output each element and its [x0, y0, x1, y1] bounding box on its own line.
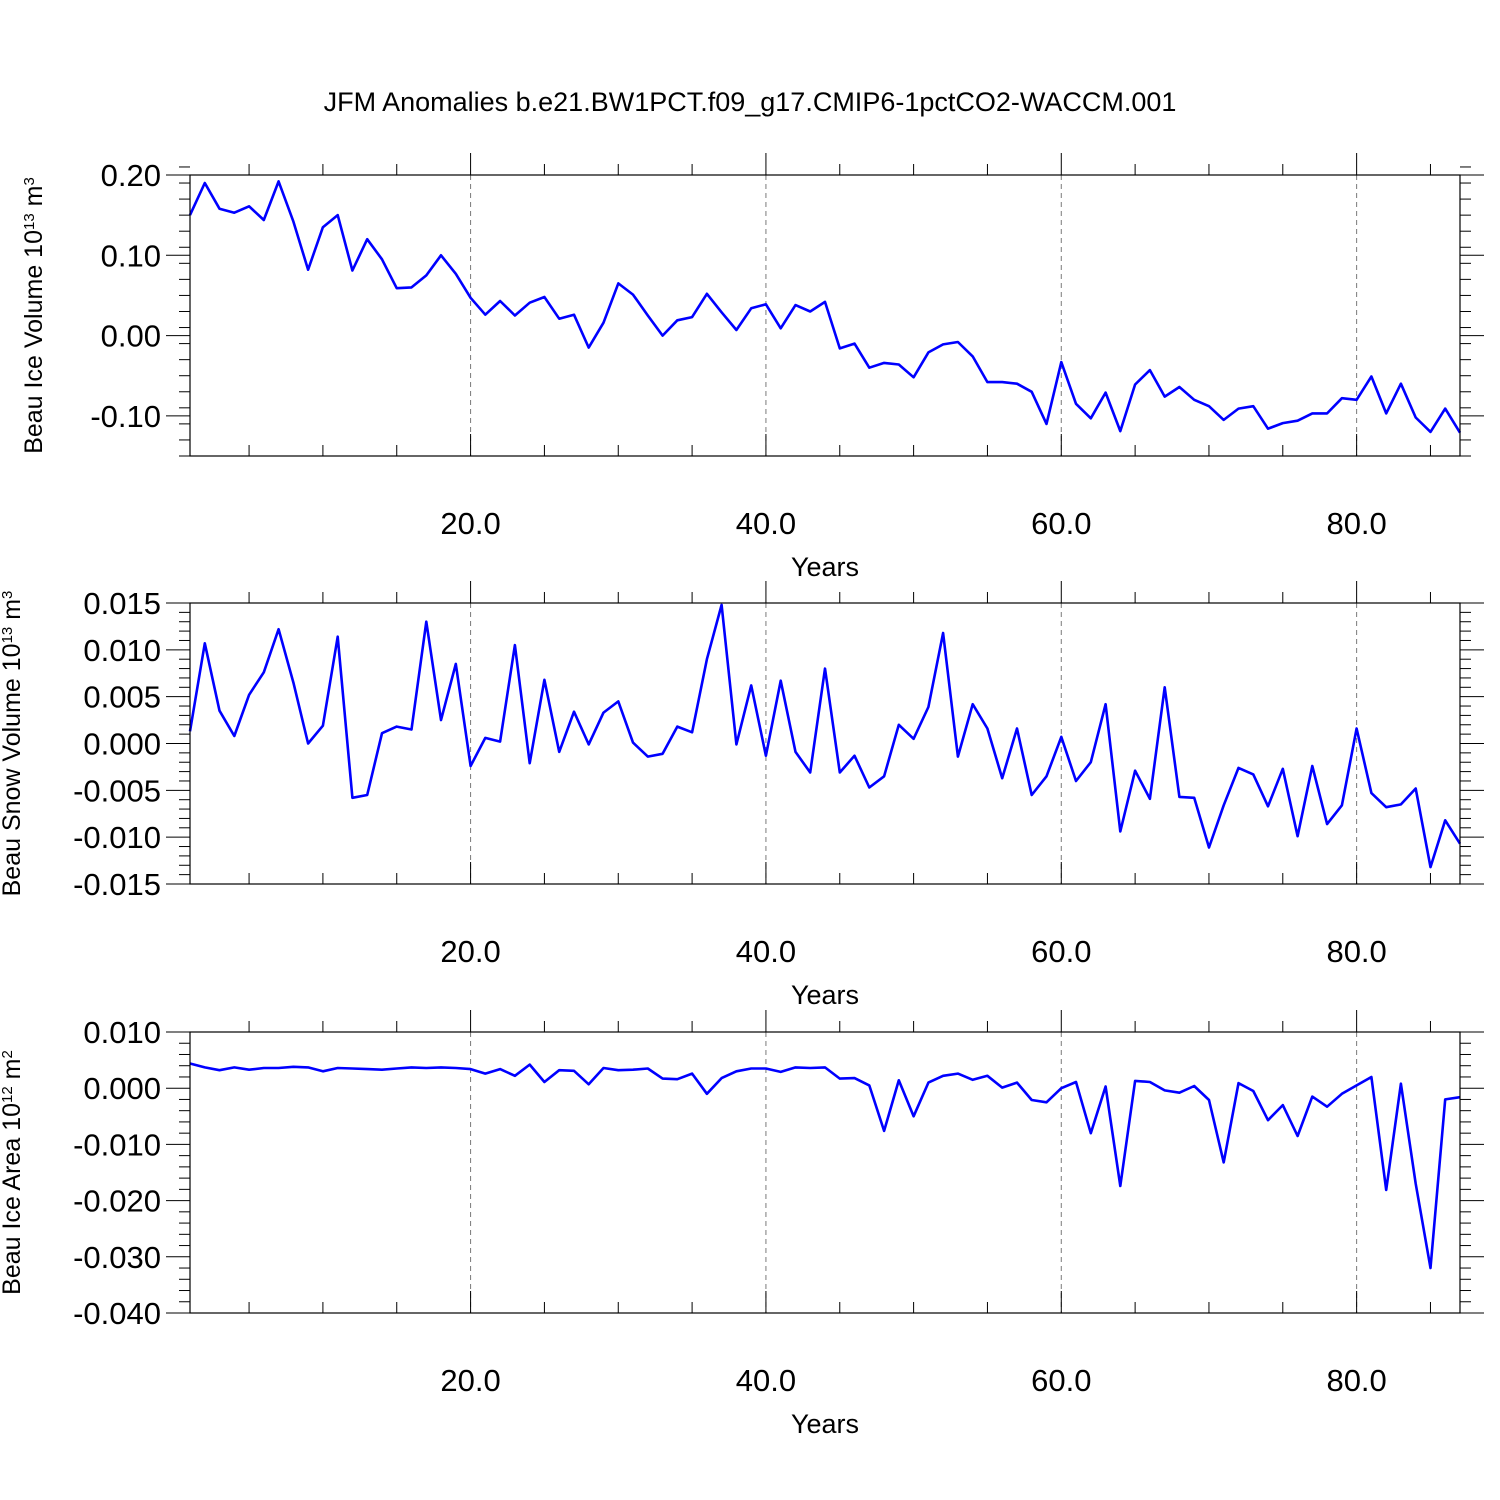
- x-tick-label: 40.0: [736, 1363, 796, 1398]
- x-tick-label: 80.0: [1326, 506, 1386, 541]
- series-line: [188, 603, 1462, 869]
- x-axis-label: Years: [791, 980, 859, 1010]
- x-tick-label: 60.0: [1031, 506, 1091, 541]
- y-tick-label: 0.20: [101, 158, 161, 193]
- y-axis-label: Beau Snow Volume 1013 m3: [0, 591, 26, 897]
- panel-ice-volume: 0.20 0.10 0.00 -0.10 20.0 40.0 60.0 80.0 Years Be…: [20, 153, 1484, 582]
- y-tick-label: 0.10: [101, 238, 161, 273]
- plot-frame: [189, 1031, 1461, 1314]
- x-axis-label: Years: [791, 552, 859, 582]
- series-line: [188, 180, 1462, 434]
- y-tick-label: 0.015: [83, 586, 161, 621]
- panel-ice-area: 0.010 0.000 -0.010 -0.020 -0.030 -0.040 20.0 40…: [0, 1010, 1484, 1439]
- y-tick-label: -0.030: [73, 1240, 161, 1275]
- y-tick-label: 0.000: [83, 727, 161, 762]
- x-axis-label: Years: [791, 1409, 859, 1439]
- panel-snow-volume: 0.015 0.010 0.005 0.000 -0.005 -0.010 -0.015 20…: [0, 581, 1484, 1010]
- x-tick-label: 20.0: [440, 934, 500, 969]
- plot-frame: [189, 174, 1461, 457]
- x-tick-label: 60.0: [1031, 1363, 1091, 1398]
- y-tick-label: 0.005: [83, 680, 161, 715]
- x-tick-label: 60.0: [1031, 934, 1091, 969]
- x-tick-label: 40.0: [736, 934, 796, 969]
- series-line: [189, 1062, 1461, 1270]
- y-tick-label: 0.010: [83, 633, 161, 668]
- y-tick-label: -0.040: [73, 1296, 161, 1331]
- y-tick-label: 0.000: [83, 1071, 161, 1106]
- x-tick-label: 80.0: [1326, 1363, 1386, 1398]
- y-tick-label: -0.020: [73, 1184, 161, 1219]
- x-tick-label: 80.0: [1326, 934, 1386, 969]
- chart-title: JFM Anomalies b.e21.BW1PCT.f09_g17.CMIP6…: [324, 87, 1177, 117]
- y-tick-label: -0.010: [73, 1127, 161, 1162]
- y-tick-label: -0.015: [73, 867, 161, 902]
- y-tick-label: -0.005: [73, 773, 161, 808]
- x-tick-label: 40.0: [736, 506, 796, 541]
- x-tick-label: 20.0: [440, 1363, 500, 1398]
- y-tick-label: -0.010: [73, 820, 161, 855]
- x-tick-label: 20.0: [440, 506, 500, 541]
- y-tick-label: 0.010: [83, 1015, 161, 1050]
- y-tick-label: 0.00: [101, 319, 161, 354]
- y-axis-label: Beau Ice Area 1012 m2: [0, 1050, 26, 1295]
- y-axis-label: Beau Ice Volume 1013 m3: [20, 177, 48, 454]
- plot-frame: [189, 602, 1461, 885]
- y-tick-label: -0.10: [90, 399, 161, 434]
